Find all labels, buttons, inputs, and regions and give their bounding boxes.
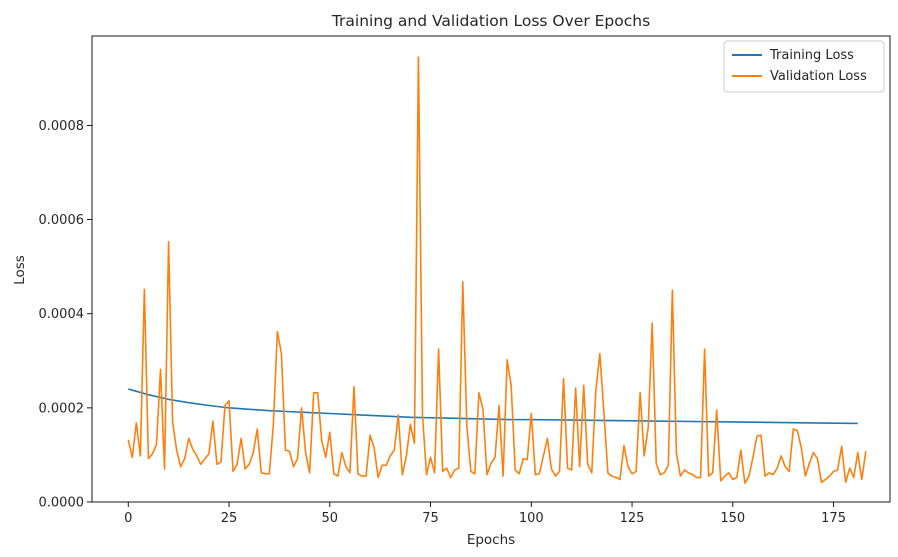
y-tick-label: 0.0008	[39, 119, 85, 134]
plot-frame	[91, 35, 891, 503]
y-tick-label: 0.0006	[39, 213, 85, 228]
x-tick-label: 100	[519, 511, 544, 526]
series-line-validation-loss	[127, 56, 867, 484]
x-tick-label: 25	[221, 511, 238, 526]
chart-title: Training and Validation Loss Over Epochs	[331, 12, 650, 30]
x-tick-label: 125	[620, 511, 645, 526]
x-tick-label: 0	[124, 511, 132, 526]
y-tick-label: 0.0002	[39, 401, 85, 416]
x-tick-label: 50	[322, 511, 339, 526]
x-axis: 0 25 50 75 100 125 150 175	[124, 502, 846, 526]
series-line-training-loss	[128, 388, 858, 425]
x-axis-label: Epochs	[467, 532, 515, 548]
legend-label-training-loss: Training Loss	[769, 48, 854, 63]
x-tick-label: 175	[821, 511, 846, 526]
x-tick-label: 75	[422, 511, 439, 526]
x-tick-label: 150	[720, 511, 745, 526]
y-tick-label: 0.0004	[39, 307, 85, 322]
y-axis: 0.0000 0.0002 0.0004 0.0006 0.0008	[39, 119, 92, 511]
legend-label-validation-loss: Validation Loss	[770, 69, 867, 84]
y-axis-label: Loss	[12, 255, 28, 285]
legend: Training Loss Validation Loss	[723, 40, 885, 93]
series-layer	[127, 56, 867, 484]
y-tick-label: 0.0000	[39, 496, 85, 511]
legend-box	[723, 40, 885, 93]
